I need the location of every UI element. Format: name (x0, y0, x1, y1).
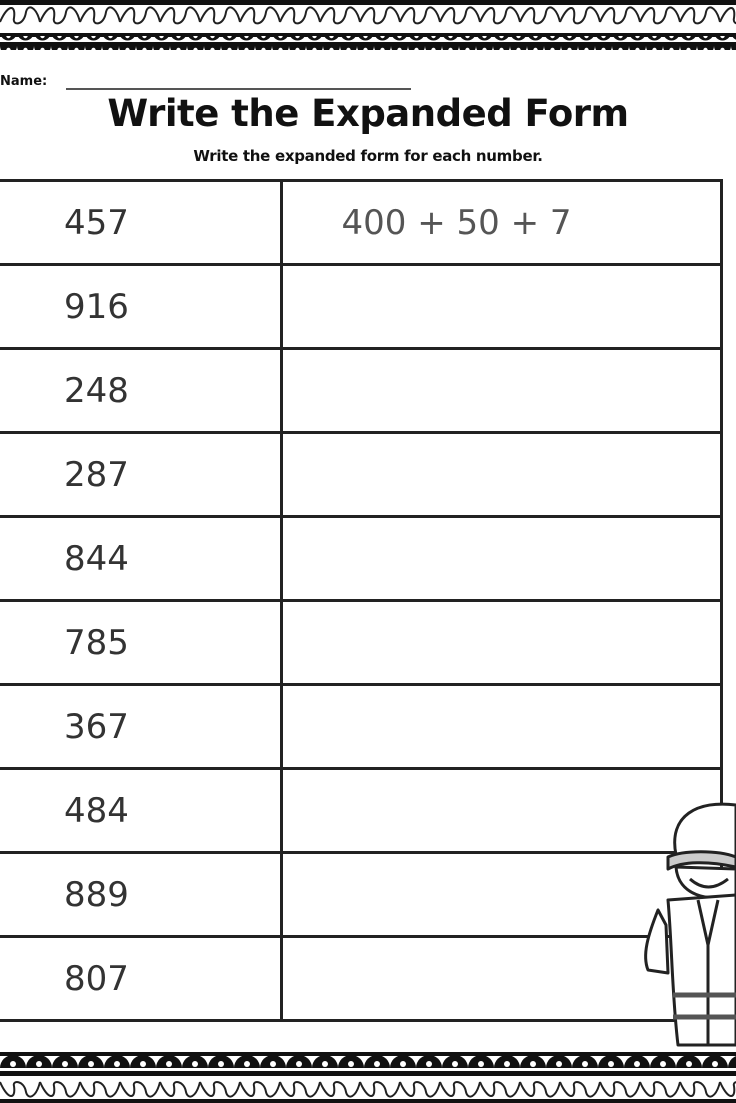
name-field-line[interactable] (66, 88, 411, 90)
table-row: 367 (0, 683, 723, 770)
table-row: 844 (0, 515, 723, 602)
page-title: Write the Expanded Form (107, 92, 629, 135)
table-row: 484 (0, 767, 723, 854)
expanded-form-answer-cell[interactable] (280, 263, 723, 350)
boy-in-hat-icon (644, 802, 736, 1047)
table-row: 785 (0, 599, 723, 686)
expanded-form-answer-cell[interactable] (280, 683, 723, 770)
instructions: Write the expanded form for each number. (193, 147, 543, 165)
decorative-top-border (0, 0, 736, 50)
number-cell: 287 (0, 431, 283, 518)
expanded-form-answer-cell[interactable]: 400 + 50 + 7 (280, 179, 723, 266)
expanded-form-answer-cell[interactable] (280, 599, 723, 686)
number-cell: 889 (0, 851, 283, 938)
number-cell: 807 (0, 935, 283, 1022)
table-row: 889 (0, 851, 723, 938)
expanded-form-table: 457 400 + 50 + 7 916 248 287 844 785 367 484 889 8… (0, 179, 723, 1022)
number-cell: 457 (0, 179, 283, 266)
table-row: 457 400 + 50 + 7 (0, 179, 723, 266)
name-label: Name: (0, 74, 48, 89)
number-cell: 484 (0, 767, 283, 854)
number-cell: 916 (0, 263, 283, 350)
number-cell: 785 (0, 599, 283, 686)
table-row: 287 (0, 431, 723, 518)
expanded-form-answer-cell[interactable] (280, 431, 723, 518)
table-row: 248 (0, 347, 723, 434)
number-cell: 248 (0, 347, 283, 434)
decorative-bottom-border (0, 1052, 736, 1103)
table-row: 916 (0, 263, 723, 350)
expanded-form-answer-cell[interactable] (280, 347, 723, 434)
number-cell: 844 (0, 515, 283, 602)
table-row: 807 (0, 935, 723, 1022)
expanded-form-answer-cell[interactable] (280, 767, 723, 854)
expanded-form-answer-cell[interactable] (280, 515, 723, 602)
number-cell: 367 (0, 683, 283, 770)
